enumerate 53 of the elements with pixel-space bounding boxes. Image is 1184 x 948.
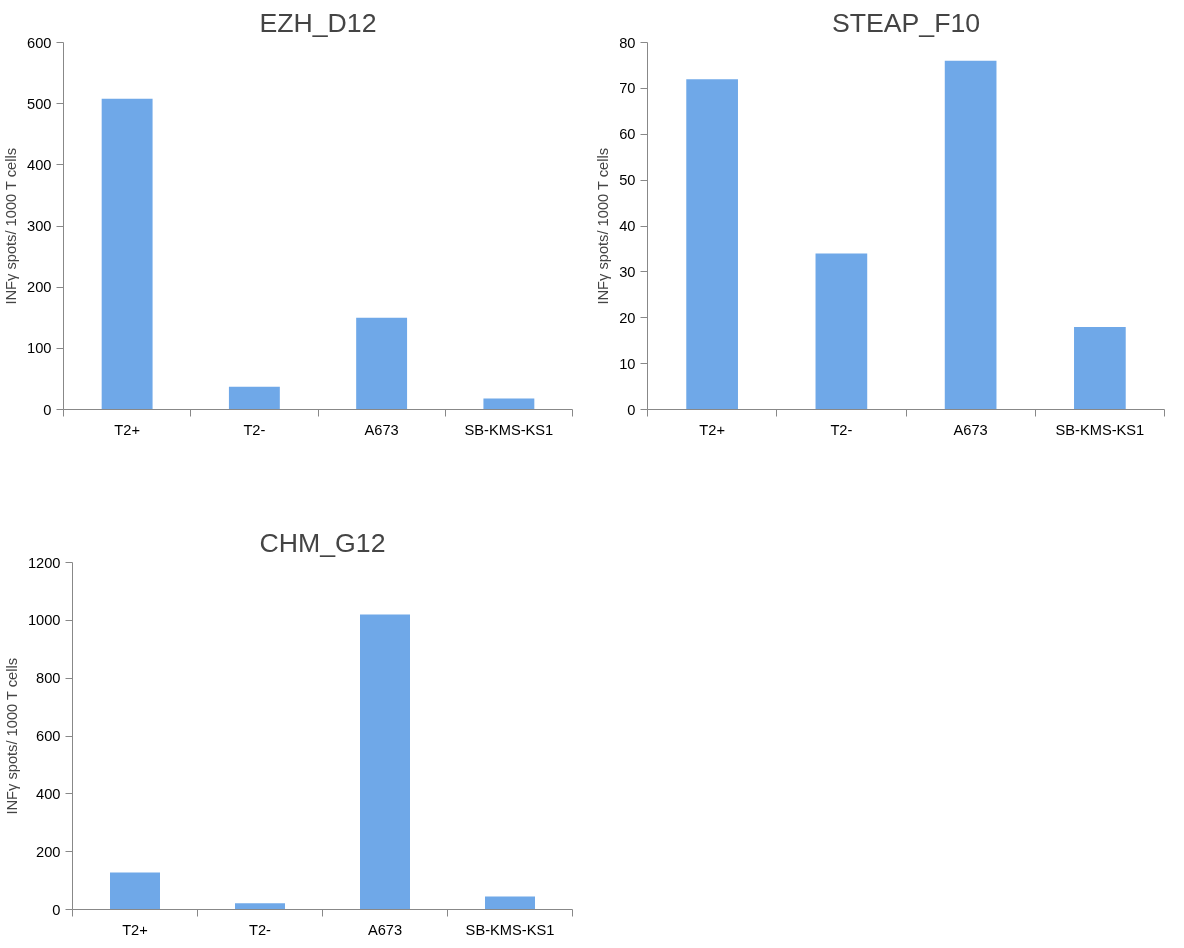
y-tick-label: 1000 <box>27 612 61 629</box>
x-tick-label: T2- <box>243 421 266 438</box>
y-tick-label: 30 <box>619 263 636 280</box>
x-tick-label: T2+ <box>114 421 140 438</box>
bar <box>356 317 408 410</box>
x-tick-label: T2+ <box>122 921 148 938</box>
bar <box>110 872 160 910</box>
y-tick-label: 800 <box>36 670 61 687</box>
y-tick-label: 20 <box>619 309 636 326</box>
bar <box>815 253 868 410</box>
y-tick-label: 400 <box>27 156 52 173</box>
y-tick-label: 50 <box>619 172 636 189</box>
bar <box>686 79 738 410</box>
y-tick-label: 500 <box>27 95 52 112</box>
bar <box>483 398 535 410</box>
bar <box>360 614 410 910</box>
x-tick-label: T2+ <box>699 421 725 438</box>
bar <box>228 386 280 410</box>
chart-title: STEAP_F10 <box>831 7 981 38</box>
bar <box>1074 326 1126 410</box>
x-tick-label: A673 <box>953 421 988 438</box>
y-axis-title: INFγ spots/ 1000 T cells <box>3 147 20 305</box>
y-axis-title: INFγ spots/ 1000 T cells <box>595 147 612 305</box>
y-tick-label: 0 <box>43 401 52 418</box>
y-tick-label: 80 <box>619 34 636 51</box>
x-tick-label: SB-KMS-KS1 <box>465 921 555 938</box>
y-axis-title: INFγ spots/ 1000 T cells <box>3 657 20 815</box>
bar <box>485 896 535 910</box>
x-tick-label: T2- <box>830 421 853 438</box>
x-tick-label: SB-KMS-KS1 <box>1055 421 1145 438</box>
y-tick-label: 400 <box>36 785 61 802</box>
y-tick-label: 10 <box>619 355 636 372</box>
y-tick-label: 40 <box>619 218 636 234</box>
y-tick-label: 200 <box>27 279 52 296</box>
x-tick-label: T2- <box>249 921 272 938</box>
y-tick-label: 0 <box>52 901 61 918</box>
x-tick-label: A673 <box>364 421 399 438</box>
bar <box>235 903 285 910</box>
chart-title: EZH_D12 <box>259 7 377 38</box>
chart-title: CHM_G12 <box>259 527 386 558</box>
y-tick-label: 1200 <box>27 554 61 571</box>
y-tick-label: 300 <box>27 218 52 234</box>
bar <box>944 60 997 410</box>
y-tick-label: 70 <box>619 80 636 97</box>
y-tick-label: 600 <box>36 728 61 744</box>
x-tick-label: SB-KMS-KS1 <box>464 421 554 438</box>
y-tick-label: 60 <box>619 126 636 143</box>
y-tick-label: 100 <box>27 340 52 357</box>
y-tick-label: 600 <box>27 34 52 51</box>
y-tick-label: 200 <box>36 843 61 860</box>
y-tick-label: 0 <box>627 401 636 418</box>
x-tick-label: A673 <box>367 921 403 938</box>
bar <box>101 98 153 410</box>
